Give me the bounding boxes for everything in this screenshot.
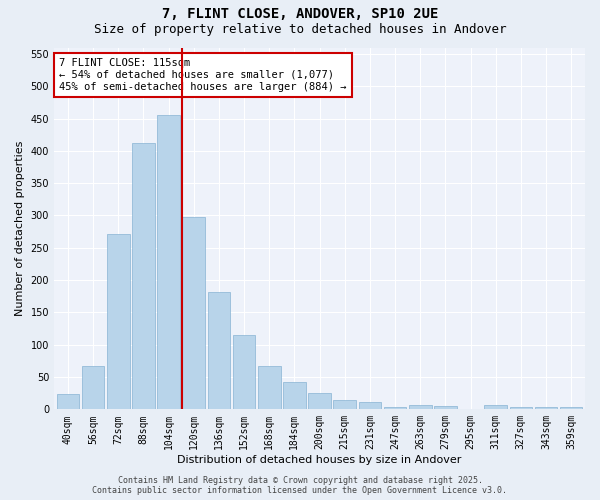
Bar: [359, 402, 381, 409]
Text: Size of property relative to detached houses in Andover: Size of property relative to detached ho…: [94, 22, 506, 36]
Bar: [434, 406, 457, 409]
Bar: [383, 406, 406, 410]
Bar: [308, 393, 331, 409]
Text: 7 FLINT CLOSE: 115sqm
← 54% of detached houses are smaller (1,077)
45% of semi-d: 7 FLINT CLOSE: 115sqm ← 54% of detached …: [59, 58, 347, 92]
Bar: [535, 406, 557, 410]
Y-axis label: Number of detached properties: Number of detached properties: [15, 140, 25, 316]
Bar: [484, 406, 507, 409]
Bar: [459, 408, 482, 410]
Bar: [283, 382, 305, 409]
Text: Contains HM Land Registry data © Crown copyright and database right 2025.
Contai: Contains HM Land Registry data © Crown c…: [92, 476, 508, 495]
Bar: [409, 406, 431, 409]
Bar: [509, 408, 532, 410]
Bar: [233, 335, 256, 409]
Bar: [258, 366, 281, 410]
Bar: [132, 143, 155, 409]
Bar: [334, 400, 356, 409]
Bar: [560, 408, 583, 410]
Bar: [182, 217, 205, 410]
Bar: [157, 116, 180, 410]
Bar: [82, 366, 104, 410]
Text: 7, FLINT CLOSE, ANDOVER, SP10 2UE: 7, FLINT CLOSE, ANDOVER, SP10 2UE: [162, 8, 438, 22]
Bar: [56, 394, 79, 409]
X-axis label: Distribution of detached houses by size in Andover: Distribution of detached houses by size …: [178, 455, 462, 465]
Bar: [107, 234, 130, 410]
Bar: [208, 292, 230, 410]
